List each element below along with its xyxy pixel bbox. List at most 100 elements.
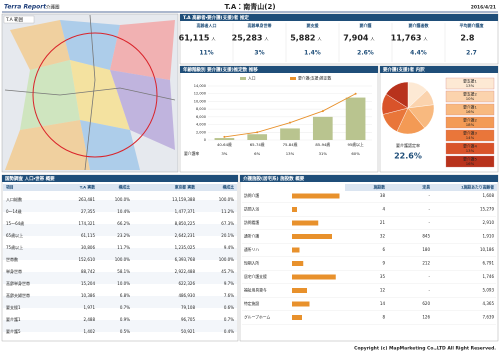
table-cell: 61,115 — [81, 233, 95, 238]
legend-box — [445, 129, 495, 142]
legend-box — [445, 103, 495, 116]
x-tick-label: 40-64歳 — [217, 142, 232, 147]
table-cell: 32 — [380, 234, 386, 239]
bar — [292, 315, 302, 320]
legend-label: 要介護1 — [463, 105, 477, 110]
value-label: 14% — [466, 135, 475, 140]
table-cell: 486,930 — [178, 293, 195, 298]
table-cell: 13,159,388 — [172, 197, 195, 202]
table-header: 定員 — [421, 185, 430, 190]
table-cell: 15,204 — [81, 281, 95, 286]
facility-title-bar — [240, 175, 498, 182]
kpi-value: 7,904 — [343, 34, 369, 43]
table-cell: 45.7% — [221, 269, 234, 274]
table-cell: 4,365 — [483, 301, 495, 306]
table-cell: 263,481 — [78, 197, 95, 202]
bar — [280, 128, 300, 140]
table-cell: 12 — [380, 288, 386, 293]
table-cell: 100.0% — [219, 197, 234, 202]
table-cell: 2,910 — [483, 220, 495, 225]
table-cell: 0.7% — [224, 317, 234, 322]
table-cell: 10,386 — [81, 293, 95, 298]
table-header: 構成比 — [119, 185, 131, 190]
bar — [292, 301, 310, 307]
table-header-bg — [345, 184, 497, 191]
bar — [292, 247, 300, 253]
kpi-unit: 人 — [424, 36, 428, 41]
bar — [345, 97, 366, 140]
kpi-rate: 11% — [199, 50, 213, 57]
table-cell: 1,746 — [483, 274, 495, 279]
y-tick-label: 10,000 — [194, 99, 206, 103]
kpi-value: 2.8 — [460, 34, 475, 43]
table-cell: 0〜14歳 — [6, 208, 22, 214]
table-cell: 6 — [382, 247, 385, 252]
map-area — [10, 20, 70, 70]
kpi-value: 25,283 — [232, 34, 263, 43]
kpi-unit: 人 — [212, 36, 216, 41]
table-cell: 6,791 — [483, 261, 495, 266]
table-cell: 126 — [422, 315, 430, 320]
x-tick-label: 65-74歳 — [250, 142, 265, 147]
category-label: 福祉用具貸与 — [244, 288, 267, 293]
bar — [292, 288, 307, 293]
table-cell: 15,279 — [480, 207, 494, 212]
table-cell: 21 — [380, 220, 386, 225]
map-area — [5, 120, 90, 170]
kpi-rate: 1.4% — [304, 50, 321, 57]
kpi-label: 要介護者数 — [409, 22, 430, 28]
copyright: Copyright (c) MapMarketing Co.,LTD All R… — [354, 346, 496, 352]
table-cell: 38 — [380, 193, 386, 198]
table-cell: 212 — [422, 261, 430, 266]
table-cell: 要支援1 — [6, 304, 21, 310]
table-cell: 100.0% — [115, 197, 130, 202]
x-tick-label: 85-94歳 — [315, 142, 330, 147]
demographics-title-bar — [2, 175, 238, 182]
table-cell: 7,639 — [483, 315, 495, 320]
table-cell: 152,610 — [78, 257, 95, 262]
table-header: 施設数 — [374, 185, 386, 190]
kpi-value: 11,763 — [391, 34, 422, 43]
category-label: 特定施設 — [244, 301, 259, 306]
legend-label: 人口 — [248, 76, 256, 81]
kpi-unit: 人 — [318, 36, 322, 41]
bar — [312, 116, 333, 140]
table-cell: 20.1% — [221, 233, 234, 238]
category-label: 訪問看護 — [244, 220, 259, 225]
table-cell: 15〜64歳 — [6, 220, 24, 226]
table-cell: 75歳以上 — [6, 244, 23, 250]
legend-box — [445, 77, 495, 90]
bar — [292, 207, 297, 212]
kpi-label: 要介護 — [360, 22, 373, 28]
category-label: 通所リハ — [244, 247, 259, 252]
chart-title-bar — [180, 66, 378, 73]
table-cell: 100.0% — [219, 257, 234, 262]
kpi-value: 61,115 — [179, 34, 210, 43]
table-cell: - — [429, 193, 431, 198]
table-cell: 1,235,025 — [175, 245, 196, 250]
table-cell: 1,910 — [483, 234, 495, 239]
table-cell: 31% — [319, 151, 328, 156]
table-cell: 174,321 — [78, 221, 95, 226]
area-name: T.A：南青山(2) — [224, 2, 275, 11]
table-cell: 6,393,768 — [175, 257, 196, 262]
kpi-label: 要支援 — [307, 22, 320, 28]
map-area — [110, 20, 175, 80]
table-cell: 高齢単身世帯 — [6, 280, 30, 286]
legend-label: 要支援2 — [463, 92, 477, 97]
report-title: Terra Report — [4, 4, 47, 11]
center-label: 要介護認定率 — [396, 142, 420, 148]
table-cell: 要介護1 — [6, 316, 21, 322]
table-cell: 35 — [380, 274, 386, 279]
row-stripe — [3, 200, 237, 212]
table-cell: 14 — [380, 301, 386, 306]
value-label: 18% — [466, 122, 475, 127]
table-cell: 180 — [422, 247, 430, 252]
table-cell: 5,093 — [483, 288, 495, 293]
table-cell: 9.4% — [224, 245, 234, 250]
row-stripe — [3, 296, 237, 308]
table-cell: 高齢夫婦世帯 — [6, 292, 30, 298]
row-stripe — [3, 272, 237, 284]
bar — [292, 220, 319, 226]
line-point — [256, 131, 259, 134]
